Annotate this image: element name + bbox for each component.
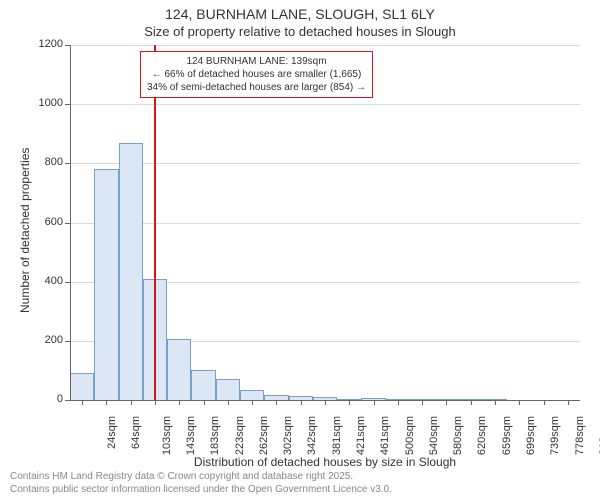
footer-line2: Contains public sector information licen… [10,484,392,497]
footer-line1: Contains HM Land Registry data © Crown c… [10,471,392,484]
xtick-label: 143sqm [185,416,197,455]
legend-box: 124 BURNHAM LANE: 139sqm← 66% of detache… [140,51,373,98]
title-line2: Size of property relative to detached ho… [0,24,600,39]
xtick-label: 223sqm [234,416,246,455]
bar [240,390,264,400]
xtick-label: 778sqm [574,416,586,455]
xtick-label: 302sqm [282,416,294,455]
ytick-label: 1000 [25,97,63,109]
xtick-label: 659sqm [501,416,513,455]
xtick-label: 262sqm [258,416,270,455]
xtick-label: 580sqm [452,416,464,455]
xaxis-line [70,400,580,401]
bar [216,379,240,400]
xtick-label: 461sqm [379,416,391,455]
xtick-label: 381sqm [331,416,343,455]
marker-line [154,45,156,400]
xtick-label: 183sqm [209,416,221,455]
ytick-label: 200 [25,334,63,346]
xtick-label: 421sqm [355,416,367,455]
gridline [70,163,580,164]
plot-area: 124 BURNHAM LANE: 139sqm← 66% of detache… [70,45,580,400]
xtick-label: 739sqm [549,416,561,455]
bar [94,169,118,400]
legend-line3: 34% of semi-detached houses are larger (… [147,81,366,94]
xtick-label: 24sqm [106,416,118,449]
bar [191,370,215,400]
gridline [70,223,580,224]
ytick-label: 1200 [25,38,63,50]
bar [70,373,94,400]
bar [119,143,143,400]
xtick-label: 500sqm [404,416,416,455]
gridline [70,104,580,105]
ytick-label: 0 [25,393,63,405]
footer: Contains HM Land Registry data © Crown c… [10,471,392,496]
xtick-label: 342sqm [307,416,319,455]
xaxis-label: Distribution of detached houses by size … [70,455,580,469]
legend-line2: ← 66% of detached houses are smaller (1,… [147,68,366,81]
yaxis-line [70,45,71,400]
yaxis-label: Number of detached properties [18,147,32,312]
xtick-label: 103sqm [161,416,173,455]
ytick-label: 800 [25,156,63,168]
xtick-label: 64sqm [130,416,142,449]
title-line1: 124, BURNHAM LANE, SLOUGH, SL1 6LY [0,6,600,22]
xtick-label: 620sqm [477,416,489,455]
xtick-label: 699sqm [525,416,537,455]
gridline [70,45,580,46]
legend-line1: 124 BURNHAM LANE: 139sqm [147,55,366,68]
bar [167,339,191,400]
ytick-label: 600 [25,216,63,228]
ytick-label: 400 [25,275,63,287]
chart-container: 124, BURNHAM LANE, SLOUGH, SL1 6LY Size … [0,0,600,500]
xtick-label: 540sqm [428,416,440,455]
